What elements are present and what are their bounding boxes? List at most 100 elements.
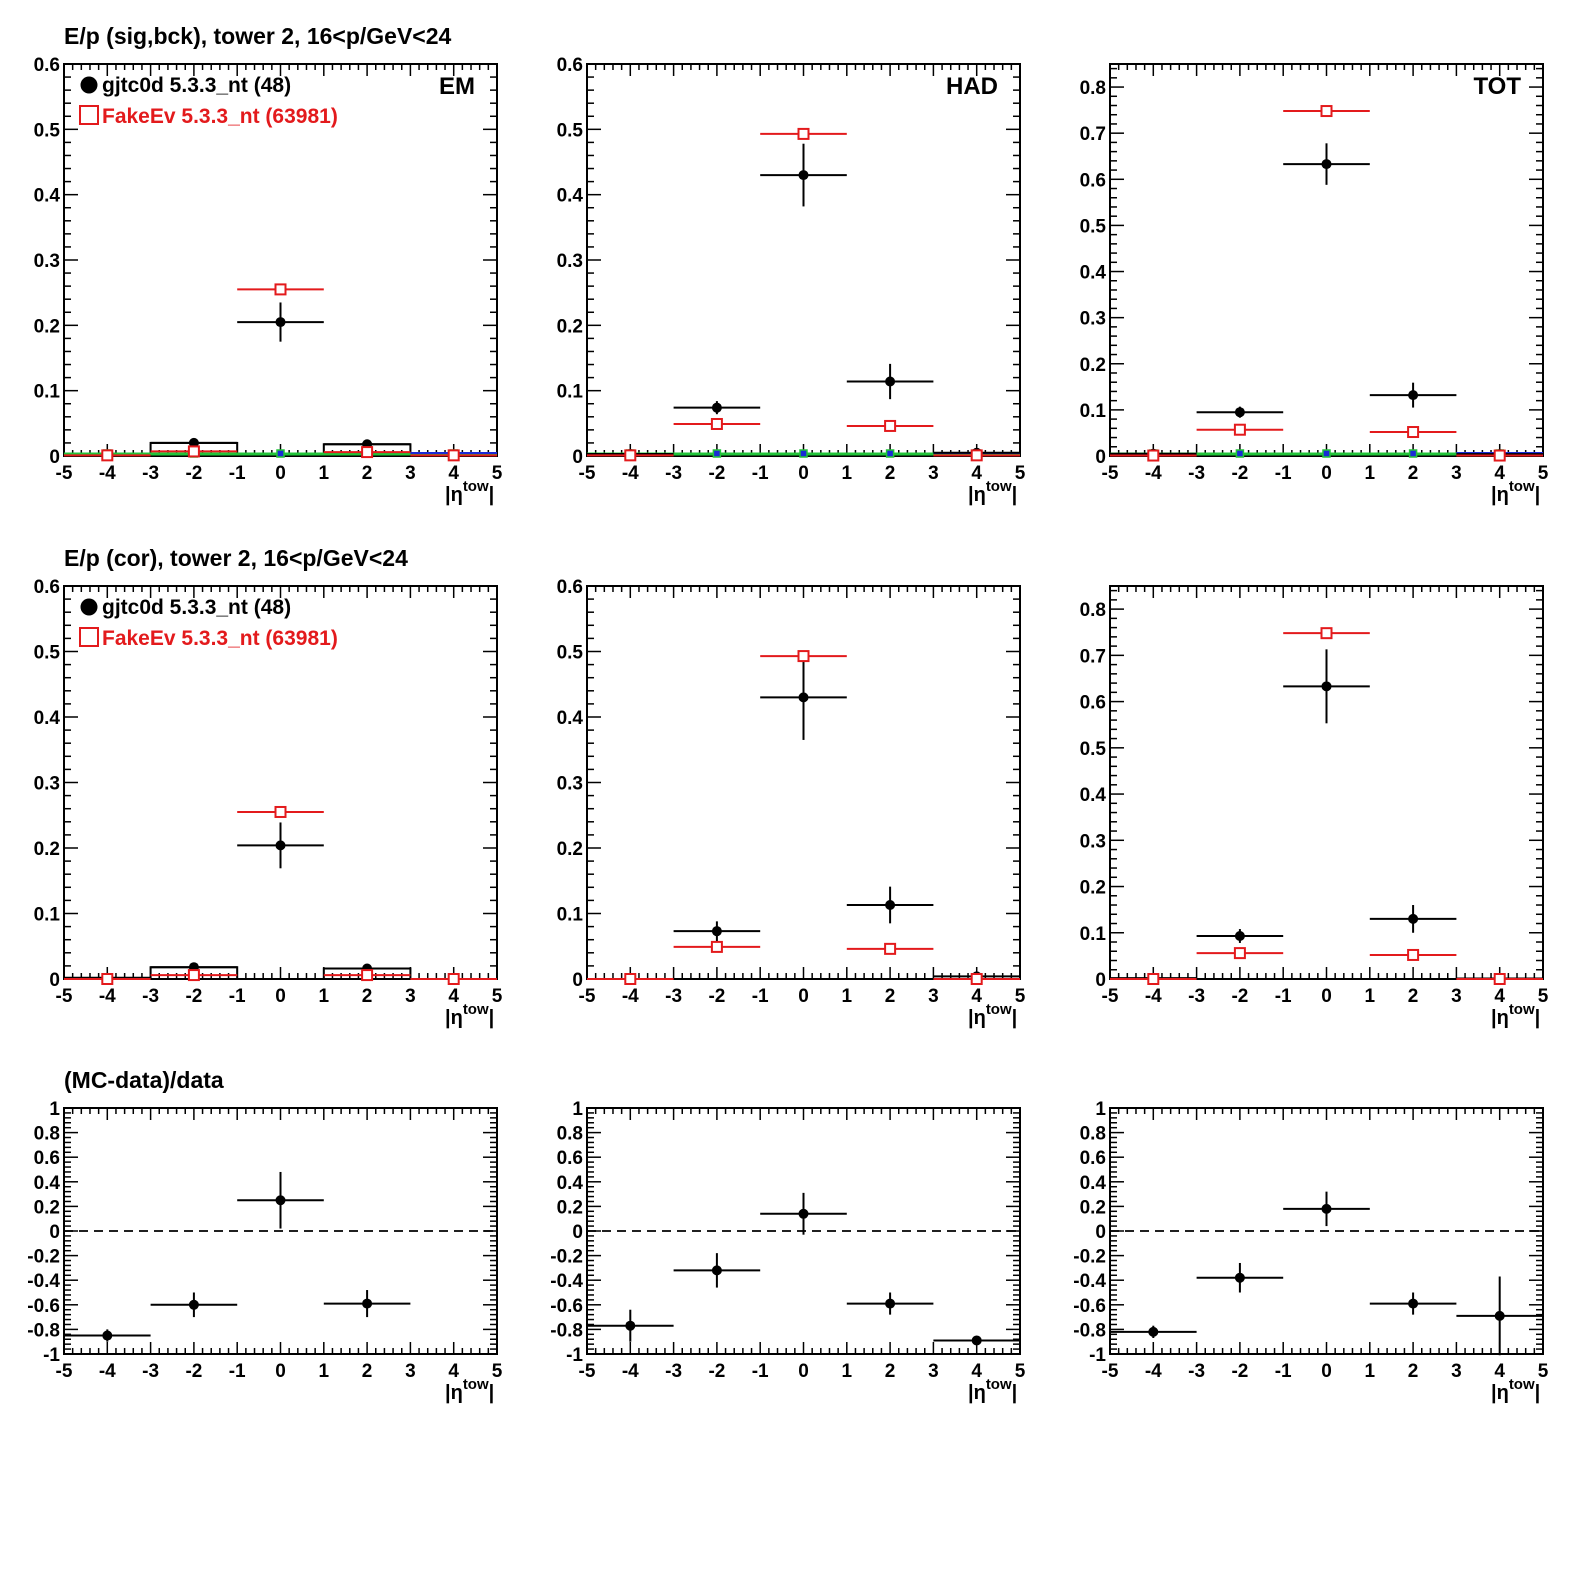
x-axis-label: |ηtow| — [445, 478, 494, 506]
mc-point — [274, 283, 287, 296]
y-tick-label: 0.4 — [1080, 263, 1107, 284]
x-tick-label: 5 — [1538, 986, 1549, 1007]
y-tick-label: 0.8 — [1080, 600, 1106, 621]
x-axis-label-main: |η — [1491, 1007, 1509, 1029]
y-tick-label: 0 — [49, 1222, 60, 1243]
x-axis-label-main: |η — [445, 1007, 463, 1029]
y-tick-label: 0.5 — [34, 120, 61, 141]
x-tick-label: 2 — [885, 1361, 896, 1382]
x-tick-label: -1 — [229, 986, 246, 1007]
x-tick-label: -5 — [56, 1361, 73, 1382]
x-axis-label: |ηtow| — [1491, 1001, 1540, 1029]
x-tick-label: -5 — [579, 986, 596, 1007]
x-tick-label: -1 — [1275, 986, 1292, 1007]
baseline-marker — [1235, 449, 1245, 458]
x-tick-label: 3 — [1451, 463, 1462, 484]
x-axis-label-end: | — [1012, 1382, 1018, 1404]
y-tick-label: 0.8 — [1080, 78, 1106, 99]
legend-mc-label: FakeEv 5.3.3_nt (63981) — [102, 105, 338, 128]
plot-frame — [1109, 63, 1544, 457]
x-tick-label: -3 — [142, 986, 159, 1007]
mc-point — [624, 973, 637, 985]
baseline-marker — [1408, 449, 1418, 458]
x-tick-label: 3 — [1451, 986, 1462, 1007]
legend-data-label: gjtc0d 5.3.3_nt (48) — [102, 74, 291, 97]
panel-sigbck-tot: -5 -4 -3 -2 -1 0 1 2 3 4 5 0 0.1 0.2 0.3 0.4 0.5 0.6 0.7 0.… — [1080, 63, 1549, 506]
y-tick-label: -1 — [566, 1345, 583, 1366]
x-tick-label: 5 — [1538, 1361, 1549, 1382]
y-tick-label: 0.3 — [1080, 309, 1106, 330]
y-tick-label: -1 — [1089, 1345, 1106, 1366]
x-tick-label: 3 — [405, 463, 416, 484]
panel-label-em: EM — [439, 73, 475, 100]
x-axis-label-end: | — [1535, 1007, 1541, 1029]
mc-point — [361, 446, 374, 459]
y-tick-label: 0.2 — [557, 1197, 583, 1218]
x-axis-label-end: | — [489, 484, 495, 506]
x-axis-label: |ηtow| — [445, 1376, 494, 1404]
mc-point — [1493, 973, 1506, 985]
x-tick-label: -5 — [56, 463, 73, 484]
y-tick-label: 0.4 — [557, 1173, 584, 1194]
x-tick-label: -2 — [185, 986, 202, 1007]
y-tick-label: 0.6 — [557, 577, 583, 598]
y-tick-label: 1 — [572, 1099, 583, 1120]
y-tick-label: 0.7 — [1080, 646, 1106, 667]
y-tick-label: 0.4 — [34, 708, 61, 729]
baseline-marker — [885, 449, 895, 458]
panel-ratio-em: -5 -4 -3 -2 -1 0 1 2 3 4 5 -1 -0.8 -0.6 -0.4 -0.2 0 0.2 0.… — [27, 1099, 502, 1404]
x-tick-label: -1 — [752, 463, 769, 484]
legend-data-label: gjtc0d 5.3.3_nt (48) — [102, 596, 291, 619]
x-tick-label: -2 — [1231, 463, 1248, 484]
mc-point — [884, 942, 897, 955]
y-tick-label: 0.3 — [34, 251, 60, 272]
x-tick-label: 2 — [885, 986, 896, 1007]
x-tick-label: 4 — [971, 463, 982, 484]
x-tick-label: -4 — [1145, 463, 1162, 484]
x-tick-label: -4 — [622, 986, 639, 1007]
panels-group: -5 -4 -3 -2 -1 0 1 2 3 4 500.10.20.30.40.50.6|ηtow… — [27, 55, 1548, 1404]
x-tick-label: 1 — [319, 463, 330, 484]
y-tick-label: 0.4 — [557, 708, 584, 729]
row-title-sigbck: E/p (sig,bck), tower 2, 16<p/GeV<24 — [64, 23, 452, 49]
x-axis-label-end: | — [489, 1382, 495, 1404]
y-tick-label: 0 — [1095, 970, 1106, 991]
row-title-ratio: (MC-data)/data — [64, 1067, 224, 1093]
y-tick-label: 0.6 — [557, 55, 583, 76]
x-tick-label: -4 — [1145, 986, 1162, 1007]
legend-data-marker — [80, 76, 98, 94]
x-tick-label: 2 — [362, 463, 373, 484]
x-tick-label: 2 — [1408, 463, 1419, 484]
data-point — [1408, 1298, 1419, 1309]
x-tick-label: 4 — [448, 986, 459, 1007]
x-tick-label: -3 — [1188, 463, 1205, 484]
y-tick-label: 0.3 — [34, 774, 60, 795]
y-tick-label: 0 — [572, 970, 583, 991]
y-tick-label: 0.1 — [34, 905, 61, 926]
legend-mc-marker — [79, 105, 99, 125]
x-axis-label-sup: tow — [986, 1001, 1012, 1018]
x-axis-label-main: |η — [968, 1007, 986, 1029]
data-point — [275, 1195, 286, 1206]
baseline-marker — [712, 449, 722, 458]
panel-cor-had: -5 -4 -3 -2 -1 0 1 2 3 4 5 0 0.1 0.2 0.3 0.4 0.5 0.6 |ηtow… — [557, 577, 1026, 1029]
y-tick-label: 0.3 — [557, 251, 583, 272]
y-tick-label: 0.2 — [1080, 1197, 1106, 1218]
x-tick-label: 5 — [492, 463, 503, 484]
y-tick-label: 0.2 — [557, 839, 583, 860]
data-point — [1234, 407, 1245, 418]
y-tick-label: 0.2 — [34, 839, 60, 860]
y-tick-label: 0 — [49, 447, 60, 468]
data-point — [1494, 1310, 1505, 1321]
mc-point — [101, 973, 114, 985]
y-tick-label: -0.6 — [1073, 1296, 1106, 1317]
y-tick-label: -0.6 — [27, 1296, 60, 1317]
x-axis-label-sup: tow — [463, 1376, 489, 1393]
x-tick-label: 5 — [492, 1361, 503, 1382]
data-point — [711, 402, 722, 413]
plot-frame — [586, 585, 1021, 980]
y-tick-label: 0.5 — [1080, 216, 1107, 237]
x-axis-label-end: | — [489, 1007, 495, 1029]
mc-point — [1493, 449, 1506, 462]
x-tick-label: -4 — [99, 1361, 116, 1382]
